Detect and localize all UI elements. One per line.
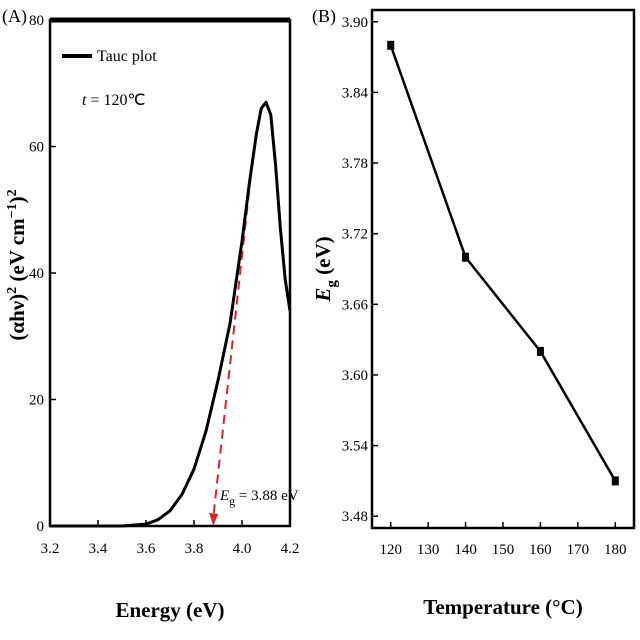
panel-b-label: (B) — [312, 6, 336, 27]
panel-b-frame — [370, 8, 636, 530]
a-ytick-label-4: 80 — [29, 13, 44, 29]
b-ytick-label-0: 3.48 — [342, 509, 368, 525]
eg-point-1 — [462, 252, 470, 262]
eg-sub: g — [229, 494, 235, 508]
ylabel-b-part-0: E — [311, 288, 335, 303]
a-ytick-label-3: 60 — [29, 140, 44, 156]
condition-var: t — [82, 92, 87, 109]
b-ytick-label-7: 3.90 — [342, 15, 368, 31]
b-ytick-label-5: 3.78 — [342, 156, 368, 172]
panel-b-ylabel: Eg (eV) — [311, 236, 340, 302]
b-xtick-label-2: 140 — [454, 542, 477, 558]
eg-symbol: E — [219, 488, 229, 504]
condition-label: t = 120℃ — [82, 92, 145, 109]
a-xtick-label-2: 3.6 — [137, 541, 156, 557]
b-xtick-label-6: 180 — [604, 542, 627, 558]
fit-arrow-head — [209, 513, 219, 526]
a-xtick-label-0: 3.2 — [41, 541, 60, 557]
eg-point-2 — [536, 346, 544, 356]
b-xtick-label-1: 130 — [417, 542, 440, 558]
panel-b: (B) 120 130 140 150 160 170 180 3.48 3.54 3.60 3.6… — [311, 6, 636, 619]
ylabel-a-part-0: (αhν) — [5, 294, 29, 341]
a-xtick-label-5: 4.2 — [281, 541, 300, 557]
eg-value: = 3.88 eV — [235, 488, 299, 504]
b-ytick-label-1: 3.54 — [342, 439, 369, 455]
b-ytick-label-4: 3.72 — [342, 227, 368, 243]
panel-a-label: (A) — [2, 6, 27, 27]
panel-b-xlabel: Temperature (°C) — [423, 595, 582, 619]
condition-value: = 120℃ — [86, 92, 145, 109]
b-xtick-label-3: 150 — [492, 542, 515, 558]
panel-a-ticks: 3.2 3.4 3.6 3.8 4.0 4.2 0 20 40 60 80 — [29, 13, 299, 557]
b-ytick-label-2: 3.60 — [342, 368, 368, 384]
legend: Tauc plot — [62, 48, 157, 65]
ylabel-a-part-5: 2 — [5, 189, 20, 196]
ylabel-a-part-1: 2 — [5, 287, 20, 294]
a-xtick-label-3: 3.8 — [185, 541, 204, 557]
eg-point-3 — [611, 476, 619, 486]
panel-a-ylabel: (αhν)2 (eV cm−1)2 — [5, 189, 29, 340]
panel-a-xlabel: Energy (eV) — [115, 598, 224, 622]
a-ytick-label-1: 20 — [29, 393, 44, 409]
ylabel-a-part-2: (eV cm — [5, 218, 29, 287]
panel-b-ticks: 120 130 140 150 160 170 180 3.48 3.54 3.60 3.66 3.7… — [342, 15, 627, 558]
ylabel-a-part-4: ) — [5, 196, 29, 203]
a-ytick-label-2: 40 — [29, 266, 44, 282]
b-ytick-label-6: 3.84 — [342, 85, 369, 101]
ylabel-b-part-1: g — [324, 280, 340, 288]
eg-line — [389, 44, 617, 482]
eg-point-0 — [387, 40, 395, 50]
b-xtick-label-0: 120 — [379, 542, 402, 558]
panel-a: (A) 3.2 3.4 3.6 3.8 4.0 4.2 0 20 40 60 80 Tauc plo… — [2, 6, 299, 622]
legend-label: Tauc plot — [97, 48, 157, 65]
b-xtick-label-4: 160 — [529, 542, 552, 558]
eg-annotation: Eg = 3.88 eV — [219, 488, 299, 508]
ylabel-b-part-2: (eV) — [311, 236, 335, 280]
a-xtick-label-1: 3.4 — [89, 541, 108, 557]
a-xtick-label-4: 4.0 — [233, 541, 252, 557]
b-ytick-label-3: 3.66 — [342, 297, 369, 313]
eg-points — [387, 40, 619, 486]
b-xtick-label-5: 170 — [567, 542, 590, 558]
tauc-curve — [50, 100, 292, 528]
a-ytick-label-0: 0 — [37, 519, 45, 535]
ylabel-a-part-3: −1 — [5, 203, 20, 218]
